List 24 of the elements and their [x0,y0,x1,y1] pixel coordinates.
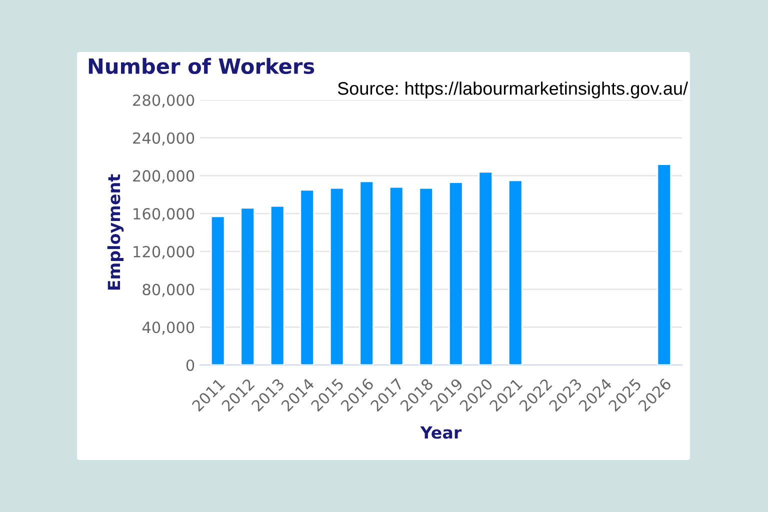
bar [240,207,255,365]
y-tick-label: 240,000 [133,132,194,146]
bar [448,182,464,365]
y-tick-label: 80,000 [142,284,194,297]
bar [656,164,672,365]
bar [388,186,404,365]
y-tick-label: 200,000 [133,170,194,184]
bar [478,171,494,365]
chart-title: Number of Workers [88,58,314,74]
bar [418,187,434,365]
y-tick-label: 120,000 [134,246,194,260]
y-tick-label: 280,000 [133,94,194,108]
y-axis-title: Employment [107,174,124,290]
y-tick-label: 40,000 [142,322,194,335]
bar [359,180,374,365]
bar [508,180,523,365]
x-axis-title: Year [420,426,462,439]
source-note: Source: https://labourmarketinsights.gov.au/ [338,82,688,98]
bar [329,187,344,365]
bar [210,216,226,365]
y-tick-label: 0 [186,359,194,372]
bar [300,189,314,365]
y-tick-label: 160,000 [134,208,194,222]
bar [270,205,285,365]
